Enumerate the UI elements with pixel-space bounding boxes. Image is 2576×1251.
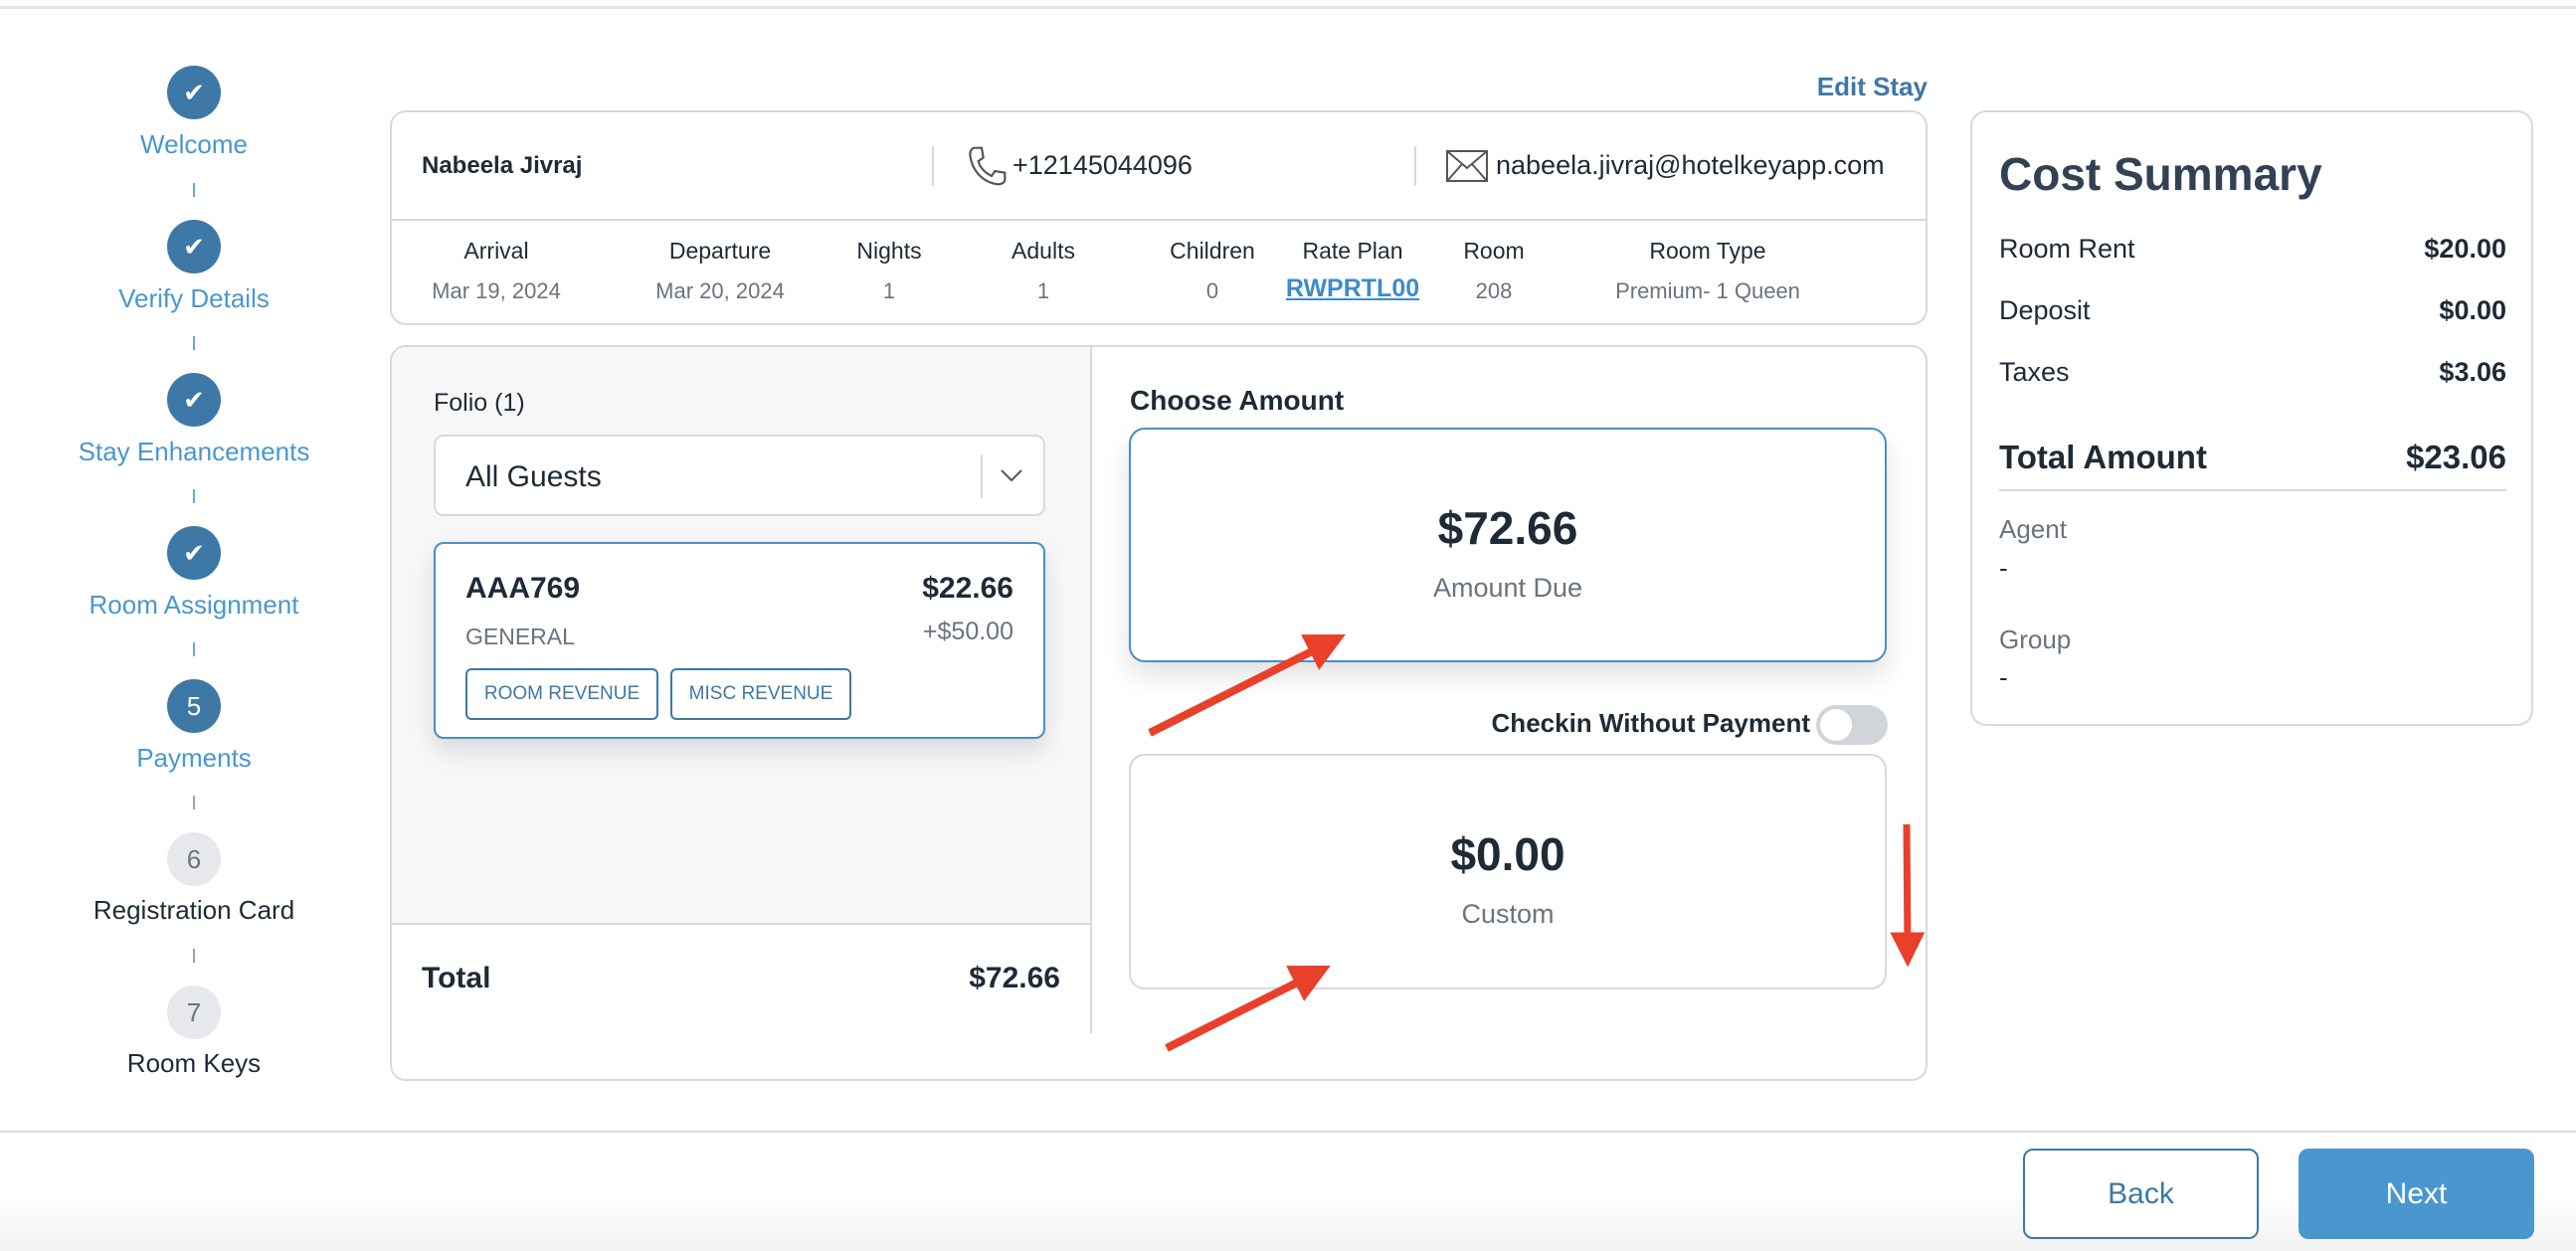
guest-email: nabeela.jivraj@hotelkeyapp.com (1496, 150, 1885, 180)
amount-due-label: Amount Due (1432, 573, 1583, 603)
divider (392, 923, 1090, 925)
back-button[interactable]: Back (2023, 1149, 2259, 1239)
chevron-down-icon (1001, 469, 1022, 482)
rate-plan-link[interactable]: RWPRTL00 (1285, 274, 1420, 302)
step-connector (193, 336, 195, 350)
custom-amount-option[interactable]: $0.00 Custom (1129, 754, 1887, 989)
tag-room-revenue: ROOM REVENUE (465, 668, 658, 720)
checkin-without-payment-label: Checkin Without Payment (1491, 708, 1810, 738)
cost-row: Room Rent $20.00 (1999, 234, 2506, 264)
folio-select-value: All Guests (465, 460, 602, 493)
step-7-number: 7 (167, 985, 221, 1039)
step-connector (193, 489, 195, 503)
group-value: - (1999, 662, 2008, 692)
folio-guest-select[interactable]: All Guests (434, 435, 1045, 516)
stay-children: Children 0 (1170, 238, 1255, 303)
stay-arrival: Arrival Mar 19, 2024 (432, 238, 561, 303)
step-connector (193, 183, 195, 197)
step-2-check-icon: ✔ (167, 220, 221, 273)
step-connector (193, 796, 195, 809)
divider (981, 454, 983, 498)
folio-code: AAA769 (465, 572, 581, 605)
divider (1090, 347, 1092, 1033)
stay-rate-plan: Rate Plan RWPRTL00 (1243, 238, 1462, 303)
step-connector (193, 642, 195, 656)
checkin-without-payment-toggle[interactable] (1816, 705, 1888, 745)
choose-amount-title: Choose Amount (1130, 385, 1345, 416)
email-icon (1446, 150, 1488, 182)
agent-value: - (1999, 553, 2008, 583)
divider (392, 219, 1926, 221)
total-label: Total (422, 962, 491, 994)
step-room-keys: Room Keys (126, 1048, 262, 1078)
footer-divider (0, 1131, 2576, 1133)
stay-departure: Departure Mar 20, 2024 (655, 238, 785, 303)
stay-adults: Adults 1 (1012, 238, 1075, 303)
agent-label: Agent (1999, 514, 2067, 544)
custom-amount-value: $0.00 (1450, 828, 1565, 880)
cost-summary-card (1970, 110, 2533, 726)
divider (932, 146, 934, 186)
phone-icon (969, 146, 1007, 186)
guest-name: Nabeela Jivraj (422, 152, 583, 179)
total-value: $72.66 (969, 962, 1060, 994)
step-3-check-icon: ✔ (167, 373, 221, 427)
guest-phone: +12145044096 (1012, 150, 1193, 180)
toggle-knob (1820, 709, 1852, 741)
amount-due-value: $72.66 (1437, 502, 1578, 554)
step-stay-enhancements[interactable]: Stay Enhancements (78, 437, 310, 466)
custom-amount-label: Custom (1461, 899, 1555, 929)
folio-extra: +$50.00 (922, 618, 1013, 645)
step-verify-details[interactable]: Verify Details (118, 283, 270, 313)
next-button[interactable]: Next (2299, 1149, 2534, 1239)
stay-nights: Nights 1 (856, 238, 922, 303)
tag-misc-revenue: MISC REVENUE (670, 668, 851, 720)
group-label: Group (1999, 625, 2072, 654)
folio-type: GENERAL (465, 624, 575, 649)
step-4-check-icon: ✔ (167, 526, 221, 580)
step-payments[interactable]: Payments (136, 743, 252, 773)
edit-stay-link[interactable]: Edit Stay (1816, 72, 1928, 101)
step-6-number: 6 (167, 832, 221, 886)
cost-row: Taxes $3.06 (1999, 357, 2506, 387)
step-welcome[interactable]: Welcome (140, 129, 248, 159)
folio-amount: $22.66 (922, 572, 1013, 605)
folio-card[interactable]: AAA769 $22.66 GENERAL +$50.00 ROOM REVEN… (434, 542, 1045, 739)
step-room-assignment[interactable]: Room Assignment (89, 590, 299, 620)
step-connector (193, 949, 195, 963)
cost-total-row: Total Amount $23.06 (1999, 439, 2506, 475)
stay-room: Room 208 (1463, 238, 1525, 303)
cost-row: Deposit $0.00 (1999, 295, 2506, 325)
guest-stay-card: Nabeela Jivraj +12145044096 nabeela.jivr… (390, 110, 1928, 325)
step-1-check-icon: ✔ (167, 66, 221, 119)
step-5-number: 5 (167, 679, 221, 733)
divider (1414, 146, 1416, 186)
cost-summary-title: Cost Summary (1999, 148, 2322, 200)
step-registration-card: Registration Card (92, 895, 295, 925)
divider (1999, 489, 2506, 491)
top-divider (0, 6, 2576, 9)
amount-due-option[interactable]: $72.66 Amount Due (1129, 428, 1887, 662)
stay-room-type: Room Type Premium- 1 Queen (1615, 238, 1800, 303)
folio-title: Folio (1) (434, 389, 525, 417)
